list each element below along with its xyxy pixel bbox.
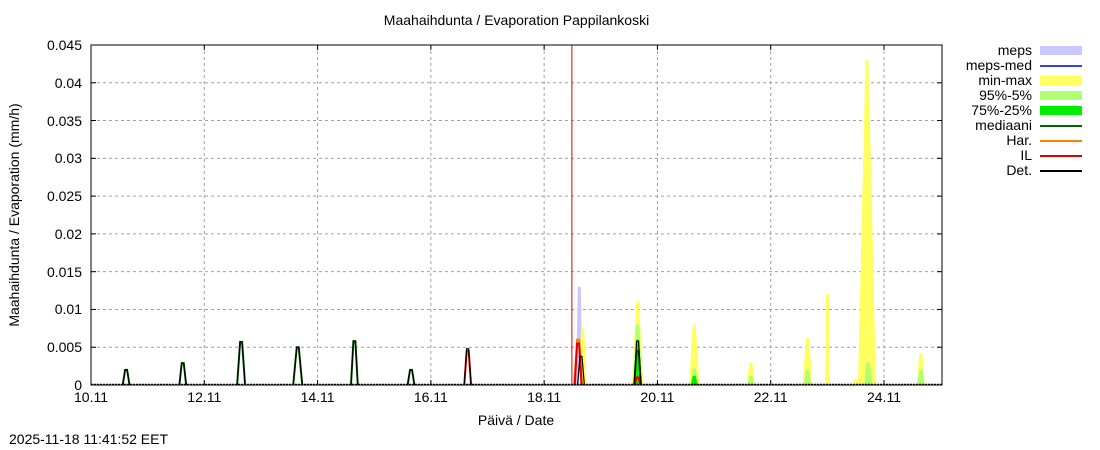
legend-label: Det. <box>1006 162 1032 178</box>
chart-title: Maahaihdunta / Evaporation Pappilankoski <box>383 12 650 28</box>
legend-item-95-5: 95%-5% <box>945 88 1095 103</box>
legend-swatch <box>1040 64 1082 67</box>
legend-label: Har. <box>1006 132 1032 148</box>
y-tick-label: 0.045 <box>46 37 82 53</box>
legend-item-75-25: 75%-25% <box>945 103 1095 118</box>
legend-label: mediaani <box>975 117 1032 133</box>
grid-lines <box>91 45 942 385</box>
y-tick-label: 0.025 <box>46 188 82 205</box>
y-tick-label: 0.035 <box>46 112 82 129</box>
legend: meps meps-med min-max 95%-5% 75%-25% med… <box>945 43 1095 178</box>
legend-label: IL <box>1020 147 1032 163</box>
legend-item-mediaani: mediaani <box>945 118 1095 133</box>
legend-swatch <box>1040 106 1082 115</box>
legend-item-meps-med: meps-med <box>945 58 1095 73</box>
legend-label: meps <box>997 42 1032 58</box>
legend-swatch <box>1040 91 1082 100</box>
legend-item-meps: meps <box>945 43 1095 58</box>
legend-label: meps-med <box>965 57 1032 73</box>
legend-label: min-max <box>978 72 1032 88</box>
x-axis-label: Päivä / Date <box>477 412 555 428</box>
y-tick-label: 0.015 <box>46 263 82 280</box>
y-tick-label: 0.005 <box>46 339 82 356</box>
x-tick-label: 24.11 <box>867 389 901 405</box>
legend-item-il: IL <box>945 148 1095 163</box>
y-tick-label: 0.04 <box>54 74 82 91</box>
x-tick-label: 14.11 <box>300 389 335 405</box>
legend-swatch <box>1040 139 1082 142</box>
legend-item-det: Det. <box>945 163 1095 178</box>
y-tick-label: 0.03 <box>54 150 82 167</box>
data-areas <box>575 60 925 385</box>
y-tick-label: 0.01 <box>54 301 82 318</box>
x-tick-label: 22.11 <box>753 389 788 405</box>
legend-swatch <box>1040 169 1082 172</box>
legend-item-min-max: min-max <box>945 73 1095 88</box>
y-tick-label: 0 <box>74 377 82 393</box>
legend-label: 75%-25% <box>971 102 1032 118</box>
x-tick-label: 10.11 <box>74 389 108 405</box>
legend-item-har: Har. <box>945 133 1095 148</box>
x-tick-label: 12.11 <box>187 389 222 405</box>
y-axis-label: Maahaihdunta / Evaporation (mm/h) <box>6 103 22 327</box>
data-lines <box>91 338 942 386</box>
legend-label: 95%-5% <box>979 87 1032 103</box>
y-tick-label: 0.02 <box>54 225 82 242</box>
x-tick-label: 18.11 <box>527 389 562 405</box>
generated-timestamp: 2025-11-18 11:41:52 EET <box>9 431 169 447</box>
legend-swatch <box>1040 76 1082 85</box>
legend-swatch <box>1040 124 1082 127</box>
legend-swatch <box>1040 154 1082 157</box>
x-tick-label: 20.11 <box>640 389 675 405</box>
x-tick-label: 16.11 <box>413 389 448 405</box>
legend-swatch <box>1040 46 1082 55</box>
plot-frame <box>90 44 943 386</box>
